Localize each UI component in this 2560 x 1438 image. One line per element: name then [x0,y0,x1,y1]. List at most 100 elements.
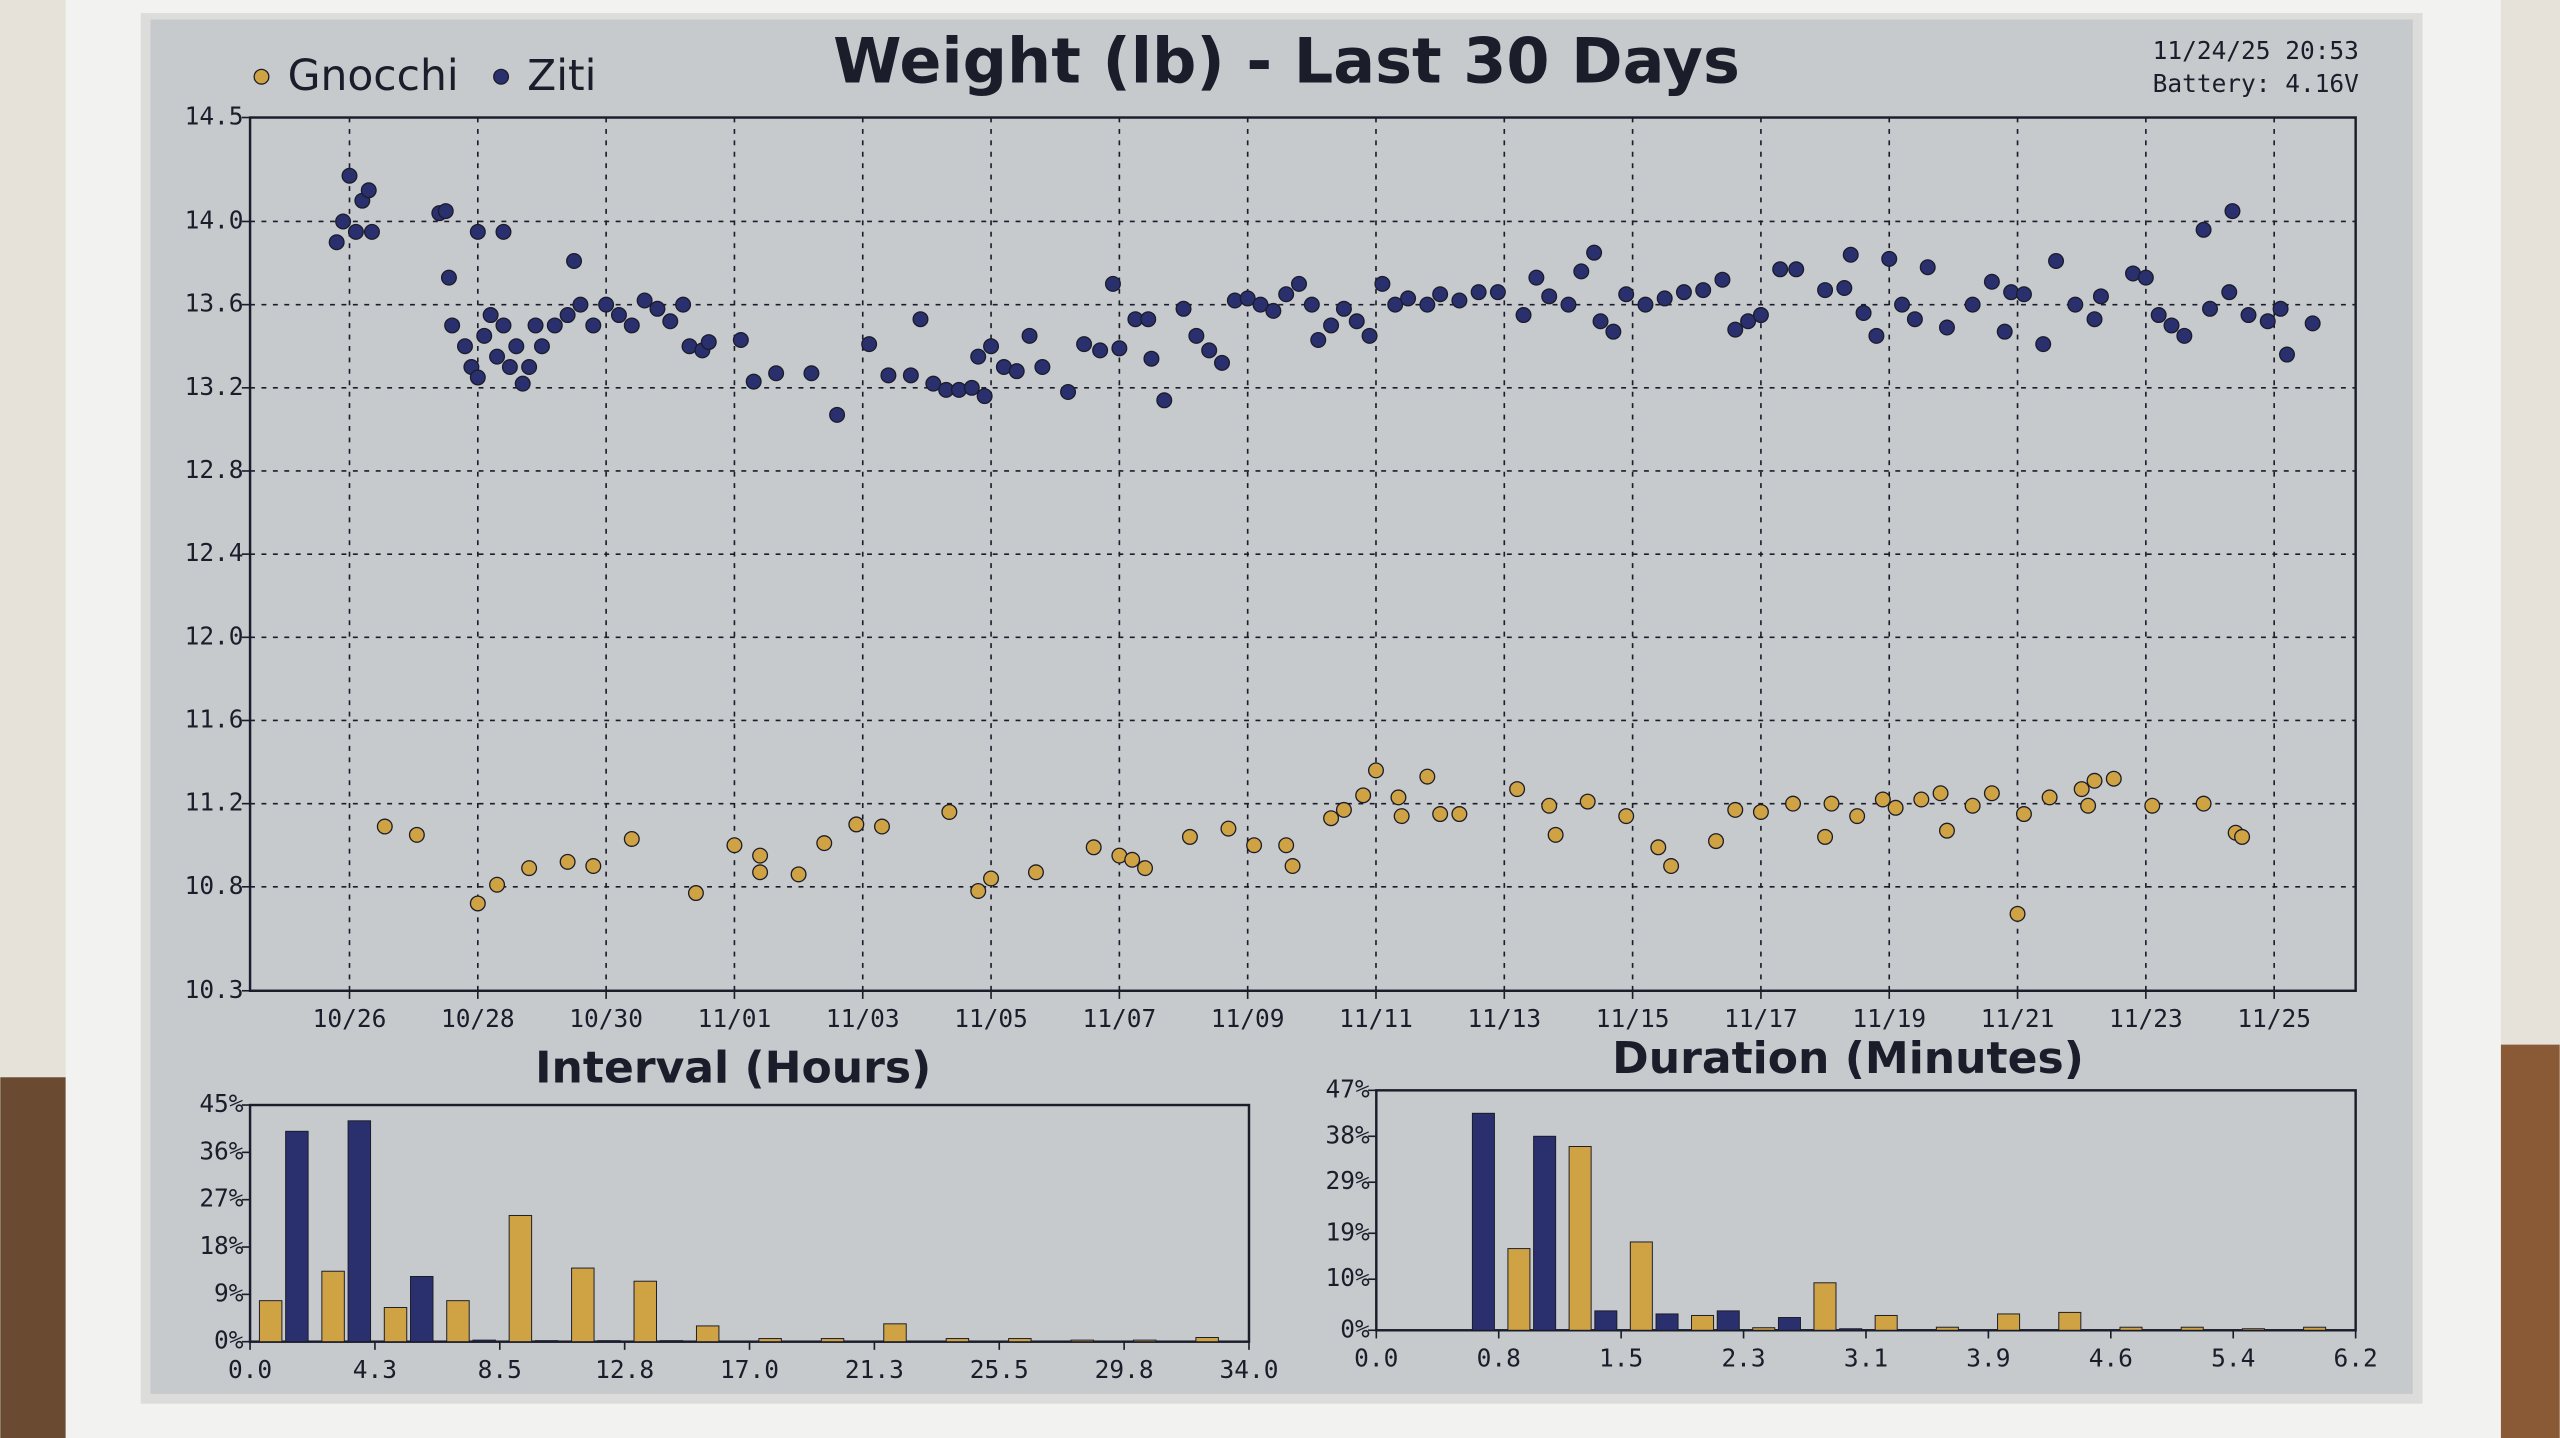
data-point [941,803,958,820]
x-tick-label: 11/23 [2109,1004,2183,1033]
data-point [360,182,377,199]
x-tick-label: 11/13 [1467,1004,1541,1033]
y-tick-label: 14.0 [185,205,244,234]
data-point [912,311,929,328]
x-tick-label: 34.0 [1220,1355,1279,1384]
legend-marker [493,68,510,85]
data-point [752,847,769,864]
histogram-bar [2180,1326,2204,1331]
data-point [437,203,454,220]
data-point [1348,313,1365,330]
x-tick-label: 0.0 [228,1355,272,1384]
data-point [2259,313,2276,330]
data-point [1983,273,2000,290]
data-point [1618,808,1635,825]
histogram-bar [883,1323,907,1343]
y-tick-label: 38% [1326,1120,1370,1149]
data-point [1291,275,1307,292]
data-point [328,234,345,251]
data-point [2202,300,2219,317]
data-point [1541,288,1558,305]
data-point [1515,307,1532,324]
x-tick-label: 11/03 [826,1004,900,1033]
data-point [1335,801,1352,818]
data-point [1913,791,1930,808]
data-point [610,307,627,324]
data-point [1906,311,1923,328]
data-point [1181,828,1198,845]
data-point [636,292,653,309]
histogram-bar [258,1300,283,1343]
chart-title: Weight (lb) - Last 30 Days [833,24,1740,97]
data-point [1727,321,1744,338]
data-point [662,313,679,330]
data-point [501,359,518,376]
x-tick-label: 11/05 [954,1004,1028,1033]
data-point [559,307,576,324]
data-point [2041,789,2058,806]
histogram-bar [820,1338,845,1343]
data-point [1881,250,1898,267]
data-point [1983,785,2000,802]
data-point [873,818,890,835]
histogram-bar [1568,1145,1592,1331]
histogram-bar [410,1275,434,1343]
data-point [970,348,987,365]
data-point [1137,860,1154,877]
data-point [1528,269,1545,286]
data-point [880,367,897,384]
histogram-bar [2058,1311,2082,1331]
data-point [1618,286,1635,303]
histogram-bar [1691,1314,1715,1331]
data-point [1201,342,1218,359]
data-point [572,296,589,313]
data-point [1021,327,1038,344]
x-tick-label: 11/07 [1083,1004,1157,1033]
x-tick-label: 1.5 [1599,1344,1643,1373]
y-tick-label: 13.6 [185,289,244,318]
data-point [2105,770,2122,787]
data-point [1727,801,1744,818]
y-tick-label: 45% [199,1089,243,1118]
data-point [489,348,506,365]
histogram-bar [2119,1326,2143,1331]
data-point [687,885,704,902]
y-tick-label: 0% [1340,1314,1370,1343]
data-point [546,317,563,334]
data-point [1932,785,1949,802]
histogram-bar [597,1340,621,1343]
y-tick-label: 11.2 [185,788,244,817]
y-tick-label: 47% [1326,1074,1370,1103]
x-tick-label: 12.8 [595,1355,654,1384]
data-point [1214,354,1231,371]
data-point [902,367,919,384]
data-point [1675,284,1692,301]
data-point [1252,296,1269,313]
histogram-bar [659,1340,684,1343]
data-point [1656,290,1673,307]
data-point [1451,292,1468,309]
data-point [752,864,769,881]
x-tick-label: 4.6 [2089,1344,2133,1373]
x-tick-label: 25.5 [970,1355,1029,1384]
histogram-bar [1471,1112,1495,1331]
data-point [1541,797,1558,814]
data-point [790,866,807,883]
histogram-bar [633,1280,657,1343]
data-point [1387,296,1404,313]
data-point [1367,762,1384,779]
data-point [1919,259,1936,276]
data-point [1489,284,1506,301]
histogram-bar [1839,1328,1863,1331]
data-point [1823,795,1840,812]
data-point [2163,317,2180,334]
data-point [700,334,717,351]
x-tick-label: 10/30 [569,1004,643,1033]
data-point [1938,319,1955,336]
histogram-bar [1716,1310,1740,1331]
y-tick-label: 36% [199,1136,243,1165]
data-point [1868,327,1885,344]
data-point [1560,296,1577,313]
data-point [1894,296,1911,313]
y-tick-label: 11.6 [185,704,244,733]
